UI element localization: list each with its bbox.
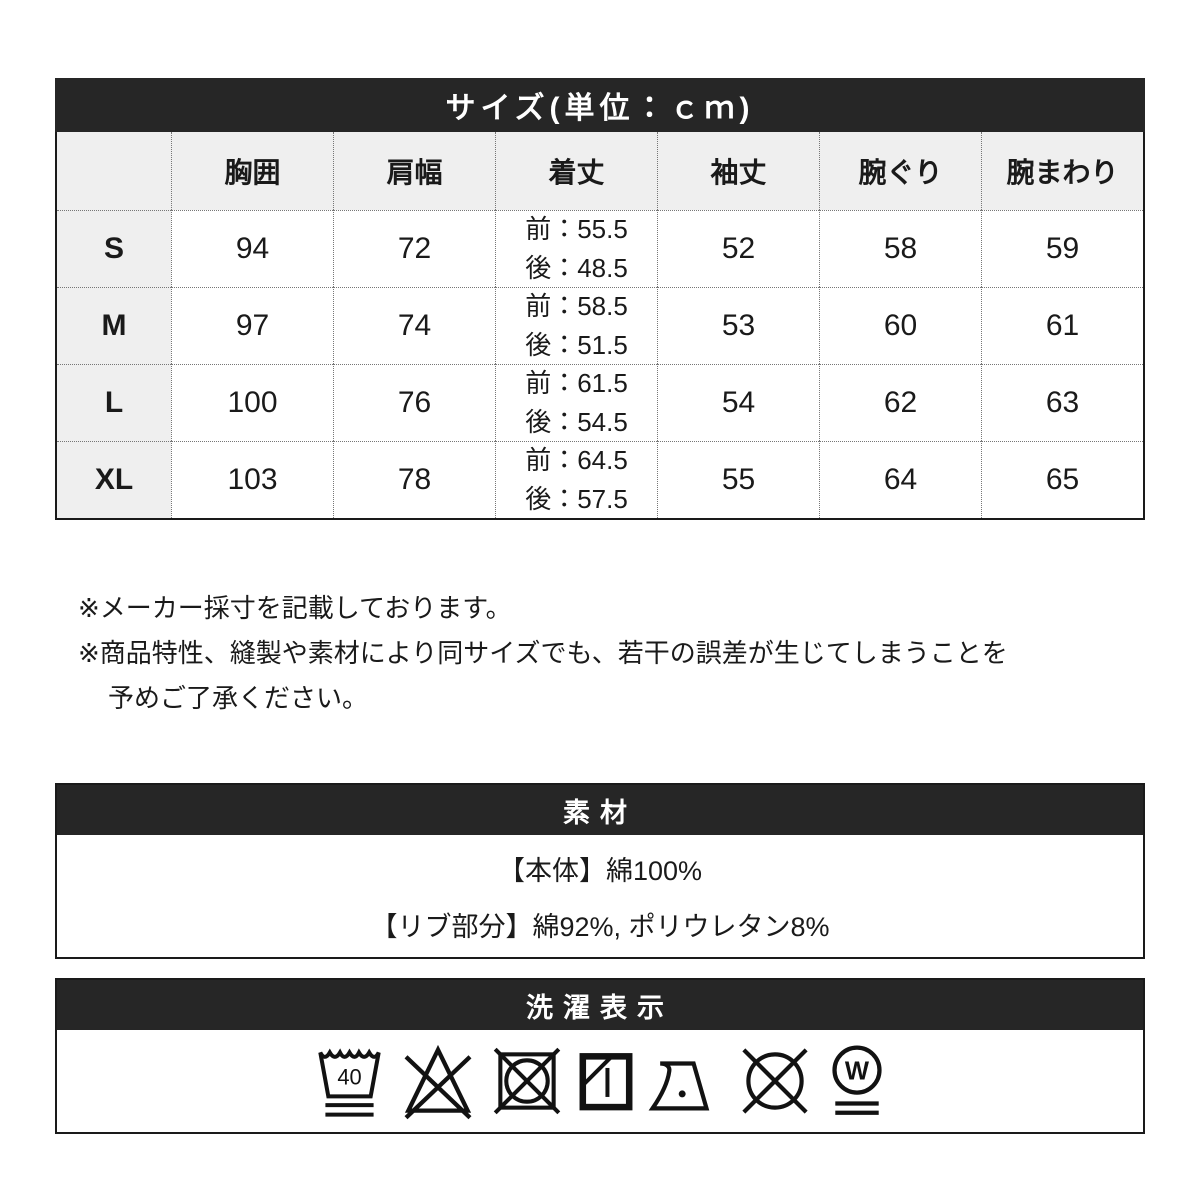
wet-clean-very-gentle-icon: W [831,1045,882,1115]
cell-length: 前：61.5 後：54.5 [495,364,657,441]
cell-length: 前：64.5 後：57.5 [495,441,657,518]
cell-armhole: 60 [819,287,981,364]
length-back: 後：54.5 [525,407,628,437]
do-not-tumble-dry-icon [493,1047,560,1115]
laundry-title: 洗濯表示 [57,980,1143,1030]
column-header-length: 着丈 [495,132,657,210]
cell-shoulder: 78 [333,441,495,518]
wet-clean-label: W [844,1057,869,1085]
column-header-shoulder: 肩幅 [333,132,495,210]
note-line: ※メーカー採寸を記載しております。 [78,593,512,623]
cell-shoulder: 72 [333,210,495,287]
cell-length: 前：55.5 後：48.5 [495,210,657,287]
length-back: 後：51.5 [525,330,628,360]
cell-length: 前：58.5 後：51.5 [495,287,657,364]
size-table-title: サイズ(単位：ｃｍ) [55,78,1145,132]
material-box: 素材 【本体】綿100% 【リブ部分】綿92%, ポリウレタン8% [55,783,1145,959]
cell-sleeve: 52 [657,210,819,287]
cell-arm-circumference: 63 [981,364,1143,441]
cell-chest: 103 [171,441,333,518]
laundry-box: 洗濯表示 40 [55,978,1145,1134]
cell-chest: 97 [171,287,333,364]
material-body: 【本体】綿100% 【リブ部分】綿92%, ポリウレタン8% [57,835,1143,957]
do-not-dry-clean-icon [741,1048,808,1114]
material-title: 素材 [57,785,1143,835]
column-header-sleeve: 袖丈 [657,132,819,210]
cell-arm-circumference: 61 [981,287,1143,364]
cell-sleeve: 55 [657,441,819,518]
length-front: 前：55.5 [525,214,628,244]
line-dry-in-shade-icon [579,1053,632,1111]
size-label: S [57,210,171,287]
material-line-body: 【本体】綿100% [497,855,703,886]
column-header-chest: 胸囲 [171,132,333,210]
material-line-rib: 【リブ部分】綿92%, ポリウレタン8% [370,911,830,942]
column-header-armhole: 腕ぐり [819,132,981,210]
cell-armhole: 62 [819,364,981,441]
column-header-arm-circumference: 腕まわり [981,132,1143,210]
cell-armhole: 64 [819,441,981,518]
size-label: XL [57,441,171,518]
iron-low-heat-icon [648,1061,709,1111]
wash-temp-label: 40 [337,1065,361,1090]
length-back: 後：57.5 [525,484,628,514]
length-back: 後：48.5 [525,253,628,283]
corner-empty-cell [57,132,171,210]
note-line: 予めご了承ください。 [108,683,369,713]
laundry-icons-row: 40 [57,1030,1143,1132]
size-table-grid: 胸囲 肩幅 着丈 袖丈 腕ぐり 腕まわり S 94 72 前：55.5 後：48… [55,132,1145,520]
cell-sleeve: 53 [657,287,819,364]
length-front: 前：61.5 [525,368,628,398]
do-not-bleach-icon [404,1044,471,1120]
size-label: L [57,364,171,441]
cell-shoulder: 76 [333,364,495,441]
cell-arm-circumference: 59 [981,210,1143,287]
note-line: ※商品特性、縫製や素材により同サイズでも、若干の誤差が生じてしまうことを [78,638,1008,668]
size-table: サイズ(単位：ｃｍ) 胸囲 肩幅 着丈 袖丈 腕ぐり 腕まわり S 94 72 … [55,78,1145,520]
length-front: 前：58.5 [525,291,628,321]
size-label: M [57,287,171,364]
cell-armhole: 58 [819,210,981,287]
cell-chest: 100 [171,364,333,441]
length-front: 前：64.5 [525,445,628,475]
cell-chest: 94 [171,210,333,287]
wash-40-icon: 40 [317,1048,381,1117]
cell-arm-circumference: 65 [981,441,1143,518]
cell-shoulder: 74 [333,287,495,364]
measurement-notes: ※メーカー採寸を記載しております。 ※商品特性、縫製や素材により同サイズでも、若… [78,586,1138,721]
cell-sleeve: 54 [657,364,819,441]
